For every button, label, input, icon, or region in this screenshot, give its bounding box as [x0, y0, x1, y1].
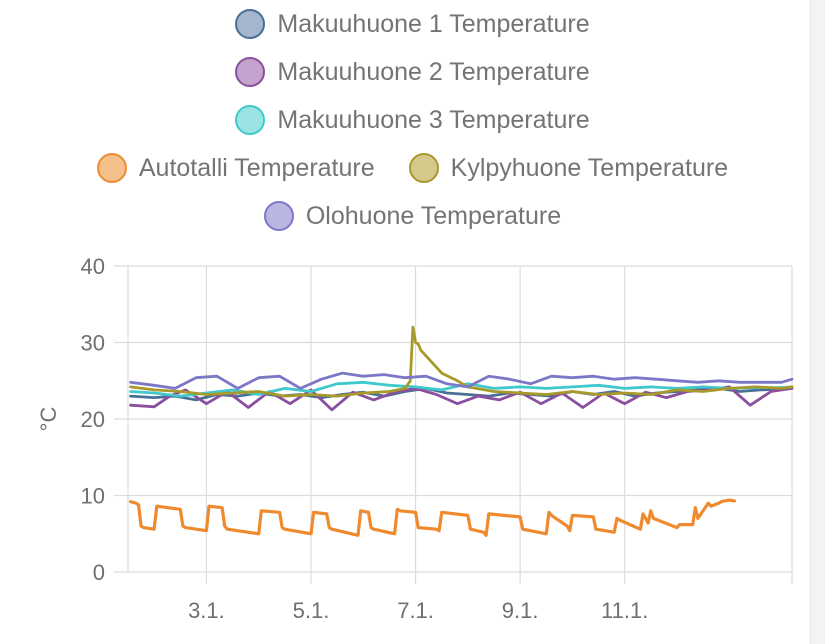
temperature-line-chart: 0 10 20 30 40 3.1. 5.1. 7.1. 9.1. 11.1. °C — [36, 254, 794, 623]
legend-swatch-olohuone — [263, 201, 294, 231]
legend-item-kylpyhuone[interactable]: Kylpyhuone Temperature — [408, 153, 729, 183]
y-tick-label: 30 — [81, 331, 105, 356]
y-tick-label: 0 — [93, 560, 105, 585]
legend-item-makuuhuone-2[interactable]: Makuuhuone 2 Temperature — [235, 57, 590, 87]
legend-label-makuuhuone-2: Makuuhuone 2 Temperature — [277, 57, 590, 86]
y-tick-label: 10 — [81, 484, 105, 509]
y-axis-label: °C — [36, 407, 61, 432]
x-tick-label: 5.1. — [293, 598, 330, 623]
legend-label-kylpyhuone: Kylpyhuone Temperature — [450, 153, 729, 182]
series-line-2 — [129, 385, 794, 412]
legend-item-olohuone[interactable]: Olohuone Temperature — [263, 201, 562, 231]
legend-swatch-kylpyhuone — [408, 153, 439, 183]
legend-label-autotalli: Autotalli Temperature — [138, 153, 375, 182]
legend-item-autotalli[interactable]: Autotalli Temperature — [96, 153, 375, 183]
y-tick-label: 40 — [81, 254, 105, 279]
legend-swatch-makuuhuone-2 — [235, 57, 266, 87]
series-line-5 — [129, 325, 794, 398]
legend-item-makuuhuone-1[interactable]: Makuuhuone 1 Temperature — [235, 9, 590, 39]
chart-legend: Makuuhuone 1 Temperature Makuuhuone 2 Te… — [0, 0, 825, 240]
series-line-4 — [129, 498, 737, 537]
legend-item-makuuhuone-3[interactable]: Makuuhuone 3 Temperature — [235, 105, 590, 135]
legend-swatch-makuuhuone-1 — [235, 9, 266, 39]
legend-label-olohuone: Olohuone Temperature — [305, 201, 562, 230]
y-tick-label: 20 — [81, 407, 105, 432]
series-line-6 — [129, 371, 794, 390]
legend-swatch-autotalli — [96, 153, 127, 183]
x-tick-label: 7.1. — [397, 598, 434, 623]
legend-label-makuuhuone-3: Makuuhuone 3 Temperature — [277, 105, 590, 134]
legend-swatch-makuuhuone-3 — [235, 105, 266, 135]
legend-label-makuuhuone-1: Makuuhuone 1 Temperature — [277, 9, 590, 38]
x-tick-label: 9.1. — [502, 598, 539, 623]
window-edge — [810, 0, 825, 644]
x-tick-label: 11.1. — [601, 598, 648, 623]
x-tick-label: 3.1. — [188, 598, 225, 623]
